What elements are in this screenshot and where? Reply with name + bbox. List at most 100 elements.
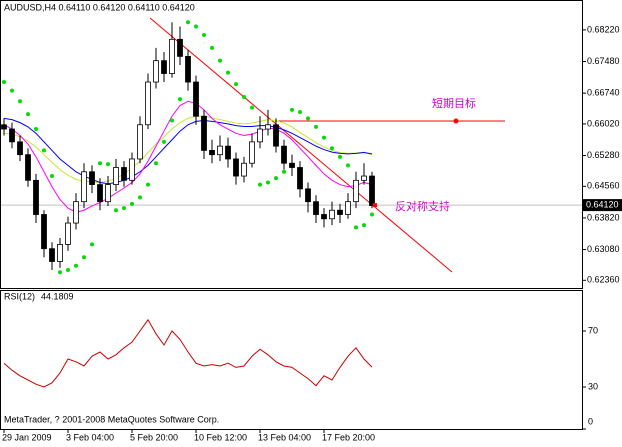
candle-body xyxy=(65,222,71,245)
sar-dot xyxy=(154,161,158,166)
rsi-tick-label: 30 xyxy=(588,381,598,391)
sar-dot xyxy=(242,94,246,99)
sar-dot xyxy=(330,146,334,151)
moving-average xyxy=(3,117,373,185)
sar-dot xyxy=(226,70,230,75)
candle-body xyxy=(321,214,327,220)
sar-dot xyxy=(90,242,94,247)
candle-body xyxy=(1,124,7,130)
candle-body xyxy=(81,171,87,203)
candle-body xyxy=(113,167,119,185)
sar-dot xyxy=(250,105,254,110)
candle-body xyxy=(137,124,143,160)
x-tick-label: 10 Feb 12:00 xyxy=(194,432,247,442)
indicator-name: RSI(12) xyxy=(4,291,35,301)
sar-dot xyxy=(178,97,182,102)
candle-body xyxy=(257,128,263,143)
candle-body xyxy=(185,56,191,83)
annotation: 短期目标 xyxy=(432,96,476,110)
candle-body xyxy=(297,167,303,190)
sar-dot xyxy=(18,99,22,104)
current-price-box xyxy=(583,199,622,212)
candle-body xyxy=(353,179,359,203)
current-price-label: 0.64120 xyxy=(586,199,619,209)
candle-body xyxy=(265,124,271,130)
candle-body xyxy=(9,128,15,143)
sar-dot xyxy=(290,107,294,112)
candle-body xyxy=(225,145,231,160)
candle-body xyxy=(249,141,255,164)
sar-dot xyxy=(106,162,110,167)
sar-dot xyxy=(146,182,150,187)
x-tick-label: 3 Feb 04:00 xyxy=(66,432,114,442)
sar-dot xyxy=(210,45,214,50)
candle-body xyxy=(57,244,63,262)
candle-body xyxy=(129,158,135,181)
sar-dot xyxy=(298,109,302,114)
indicator-value: 44.1809 xyxy=(41,291,74,301)
candle-body xyxy=(105,184,111,203)
sar-dot xyxy=(58,270,62,275)
candle-body xyxy=(345,201,351,215)
sar-dot xyxy=(370,212,374,217)
candle-body xyxy=(169,38,175,74)
sar-dot xyxy=(194,24,198,29)
candle-body xyxy=(89,171,95,185)
y-tick-label: 0.66020 xyxy=(587,118,620,128)
candle-body xyxy=(161,60,167,74)
candle-body xyxy=(273,124,279,147)
annotation: 反对称支持 xyxy=(395,199,450,213)
sar-dot xyxy=(274,176,278,181)
x-tick-label: 29 Jan 2009 xyxy=(2,432,52,442)
sar-dot xyxy=(362,223,366,228)
x-tick-label: 13 Feb 04:00 xyxy=(258,432,311,442)
sar-dot xyxy=(66,268,70,273)
candle-body xyxy=(281,145,287,164)
candle-body xyxy=(201,115,207,151)
sar-dot xyxy=(2,80,6,85)
rsi-tick-label: 0 xyxy=(588,416,593,426)
sar-dot xyxy=(74,263,78,268)
sar-dot xyxy=(162,139,166,144)
price-panel xyxy=(0,0,583,289)
candle-body xyxy=(121,167,127,181)
candle-body xyxy=(361,175,367,181)
candle-body xyxy=(305,188,311,203)
sar-dot xyxy=(10,88,14,93)
candle-body xyxy=(369,175,375,206)
sar-dot xyxy=(170,118,174,123)
candle-body xyxy=(49,248,55,262)
rsi-tick-label: 70 xyxy=(588,325,598,335)
sar-dot xyxy=(202,33,206,38)
y-tick-label: 0.63820 xyxy=(587,212,620,222)
sar-dot xyxy=(130,201,134,206)
y-tick-label: 0.66740 xyxy=(587,88,620,98)
candle-body xyxy=(241,162,247,177)
copyright: MetaTrader, ? 2001-2008 MetaQuotes Softw… xyxy=(4,414,219,424)
x-tick-label: 5 Feb 20:00 xyxy=(130,432,178,442)
rsi-line xyxy=(3,318,373,388)
sar-dot xyxy=(138,195,142,200)
sar-dot xyxy=(42,148,46,153)
sar-dot xyxy=(218,58,222,63)
sar-dot xyxy=(122,206,126,211)
y-tick-label: 0.68220 xyxy=(587,24,620,34)
sar-dot xyxy=(82,255,86,260)
sar-dot xyxy=(26,112,30,117)
chart-title: AUDUSD,H4 0.64110 0.64120 0.64110 0.6412… xyxy=(4,2,195,12)
y-tick-label: 0.64560 xyxy=(587,181,620,191)
sar-dot xyxy=(322,135,326,140)
sar-dot xyxy=(306,116,310,121)
sar-dot xyxy=(338,154,342,159)
support-marker xyxy=(373,203,377,208)
rsi-panel xyxy=(0,290,583,430)
candle-body xyxy=(33,179,39,215)
sar-dot xyxy=(98,161,102,166)
y-tick-label: 0.62360 xyxy=(587,275,620,285)
sar-dot xyxy=(258,182,262,187)
candle-body xyxy=(17,141,23,156)
x-tick-label: 17 Feb 20:00 xyxy=(322,432,375,442)
sar-dot xyxy=(50,174,54,179)
y-tick-label: 0.63080 xyxy=(587,244,620,254)
